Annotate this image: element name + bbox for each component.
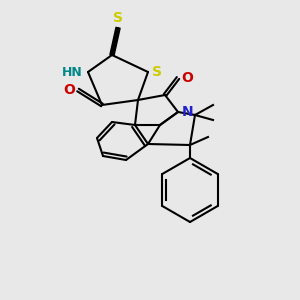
Text: O: O [181,71,193,85]
Text: O: O [63,83,75,97]
Text: N: N [182,105,194,119]
Text: S: S [113,11,123,25]
Text: S: S [152,65,162,79]
Text: HN: HN [62,65,83,79]
